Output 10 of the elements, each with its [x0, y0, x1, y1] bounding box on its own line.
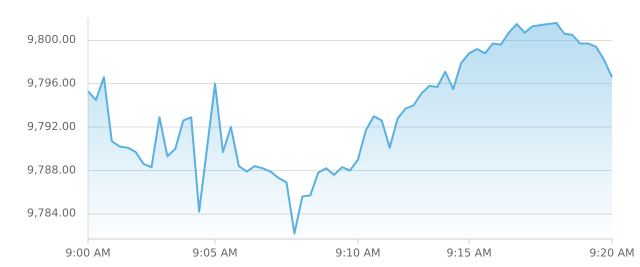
y-tick-label: 9,792.00	[27, 120, 76, 133]
x-tick-label: 9:20 AM	[589, 246, 635, 260]
x-tick-label: 9:00 AM	[65, 246, 111, 260]
y-tick-label: 9,788.00	[27, 163, 76, 176]
y-tick-label: 9,796.00	[27, 76, 76, 90]
x-tick-label: 9:15 AM	[446, 246, 492, 260]
y-tick-label: 9,784.00	[27, 206, 76, 220]
x-tick-label: 9:10 AM	[335, 246, 381, 260]
y-tick-label: 9,800.00	[27, 33, 76, 46]
x-tick-label: 9:05 AM	[192, 246, 238, 260]
